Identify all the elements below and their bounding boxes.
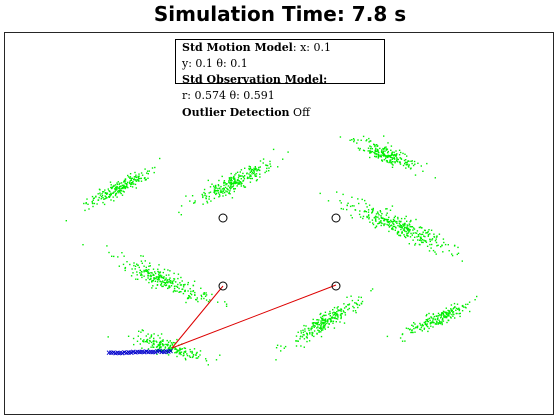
trajectory-marker	[168, 348, 173, 354]
cluster-bottom-center	[275, 288, 374, 361]
motion-model-label: Std Motion Model	[182, 41, 293, 54]
motion-model-x: : x: 0.1	[292, 41, 331, 54]
cluster-upper-center	[178, 148, 289, 216]
motion-model-values: y: 0.1 θ: 0.1	[182, 57, 248, 70]
plot-area	[4, 32, 554, 415]
simulation-time-title: Simulation Time: 7.8 s	[153, 2, 407, 26]
landmark-3	[218, 281, 228, 291]
cluster-upper-right-top	[339, 135, 436, 179]
cluster-right-middle	[319, 191, 463, 262]
outlier-detection-value: Off	[289, 106, 310, 119]
landmark-4	[331, 281, 341, 291]
cluster-robot	[107, 329, 221, 366]
observation-line-1	[171, 285, 224, 349]
landmark-1	[218, 213, 228, 223]
observation-line-2	[171, 284, 337, 349]
observation-model-values: r: 0.574 θ: 0.591	[182, 89, 275, 102]
cluster-bottom-right	[386, 295, 478, 342]
legend-box	[175, 39, 385, 84]
outlier-detection-line: Outlier Detection Off	[182, 106, 310, 120]
cluster-upper-left	[65, 157, 161, 222]
observation-model-label-text: Std Observation Model:	[182, 73, 328, 86]
observation-model-label: Std Observation Model:	[182, 73, 327, 87]
landmark-2	[331, 213, 341, 223]
cluster-left-middle	[82, 244, 228, 307]
motion-model-line: Std Motion Model: x: 0.1	[182, 41, 331, 55]
outlier-detection-label: Outlier Detection	[182, 106, 290, 119]
particle-layer	[65, 135, 478, 366]
robot-trajectory	[106, 348, 173, 356]
